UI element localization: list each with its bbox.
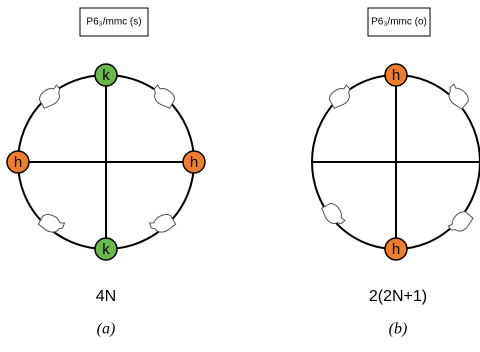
panel-label: P6₃/mmc (o) bbox=[371, 17, 427, 28]
sublabel: (b) bbox=[389, 321, 408, 338]
panel-a-glyphs bbox=[37, 84, 177, 237]
sublabel: (a) bbox=[97, 321, 116, 338]
node-label: h bbox=[14, 154, 22, 171]
node-label: h bbox=[392, 67, 400, 84]
node-label: h bbox=[190, 154, 198, 171]
node-label: h bbox=[392, 241, 400, 258]
panel-b-glyphs bbox=[321, 83, 474, 237]
node-label: k bbox=[102, 241, 110, 258]
caption: 2(2N+1) bbox=[369, 288, 427, 305]
caption: 4N bbox=[96, 288, 116, 305]
panel-label: P6₃/mmc (s) bbox=[86, 17, 141, 28]
diagram: P6₃/mmc (s) k k h h 4N (a) P6₃/mmc (o) h h 2(2N+1)… bbox=[0, 0, 480, 352]
node-label: k bbox=[102, 67, 110, 84]
